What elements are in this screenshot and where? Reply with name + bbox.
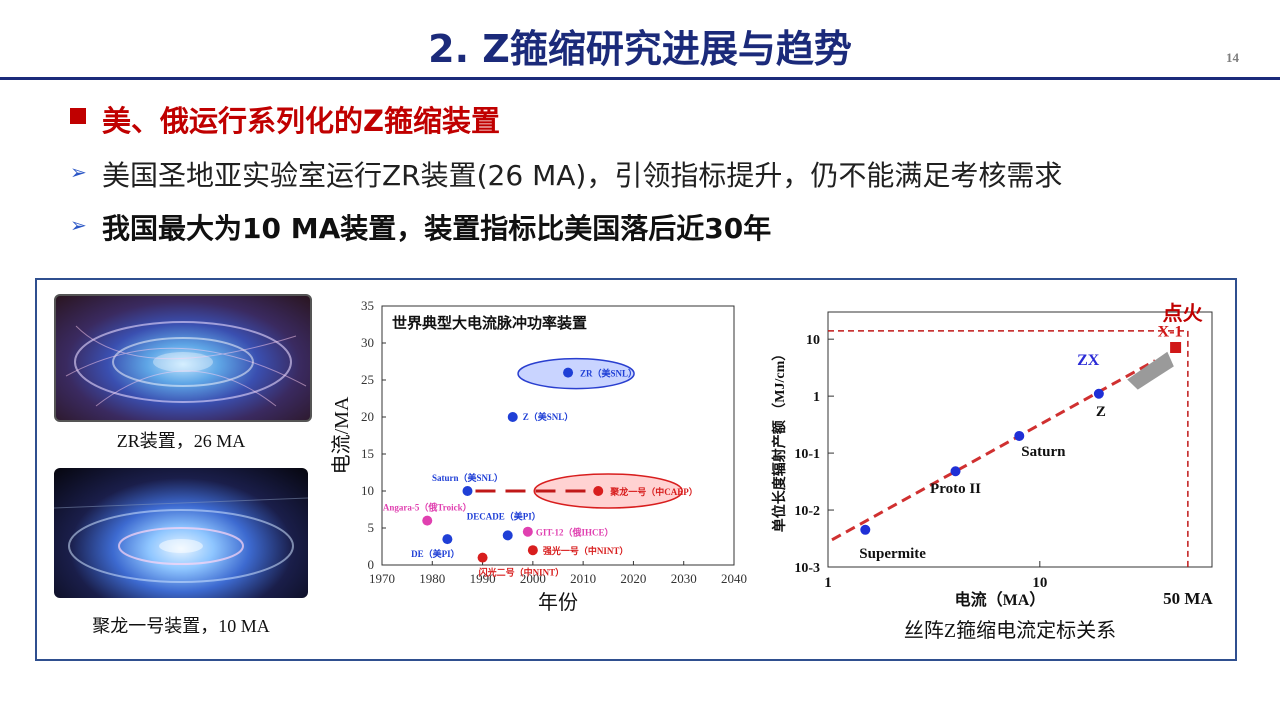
data-point (442, 534, 453, 545)
y-tick-label: 5 (368, 520, 375, 535)
x-axis-label: 电流（MA） (955, 590, 1046, 609)
square-bullet-icon (70, 108, 86, 124)
y-tick-label: 10 (806, 333, 820, 348)
data-point (593, 486, 604, 496)
y-axis-label: 单位长度辐射产额 （MJ/cm） (771, 347, 788, 532)
data-point (527, 545, 538, 556)
y-tick-label: 20 (361, 409, 374, 424)
data-label: Proto II (930, 481, 981, 497)
data-label: Saturn（美SNL） (432, 472, 503, 483)
data-point (477, 552, 488, 563)
scaling-law-chart: 1 10 10-3 10-2 10-1 1 10 Supermite Proto II Satur… (771, 302, 1213, 642)
data-label: GIT-12（俄IHCE） (536, 527, 614, 538)
julong-facility-illustration (54, 497, 308, 583)
y-tick-label: 25 (361, 372, 374, 387)
facility-current-chart: 1970 1980 1990 2000 2010 2020 2030 204005101520… (330, 298, 747, 614)
y-tick-label: 10-2 (794, 504, 820, 519)
data-point (860, 524, 871, 535)
y-tick-label: 1 (813, 390, 820, 405)
data-label: Saturn (1021, 444, 1066, 460)
data-label: Angara-5（俄Troick） (383, 502, 472, 513)
zx-range-band (1127, 351, 1174, 390)
y-tick-label: 10 (361, 483, 374, 498)
x-axis-label: 年份 (538, 591, 578, 614)
bullet-text-1: 美国圣地亚实验室运行ZR装置(26 MA)，引领指标提升，仍不能满足考核需求 (102, 159, 1063, 192)
data-label: Supermite (859, 546, 926, 562)
x1-label: X-1 (1158, 324, 1183, 341)
zr-facility-illustration (65, 321, 307, 407)
data-point (507, 412, 518, 422)
data-label: 强光一号（中NINT） (543, 545, 629, 556)
arrow-bullet-icon: ➢ (70, 160, 87, 184)
y-tick-label: 0 (368, 557, 375, 572)
data-point (563, 367, 574, 378)
x-tick-label: 2040 (721, 571, 747, 586)
x-tick-label: 1990 (470, 571, 496, 586)
data-label: ZR（美SNL） (580, 368, 637, 379)
x-tick-label: 2030 (671, 571, 697, 586)
data-point (1014, 430, 1025, 441)
photo-caption-julong: 聚龙一号装置，10 MA (92, 616, 270, 636)
ignition-label: 点火 (1163, 302, 1204, 325)
x-tick-label: 2010 (570, 571, 596, 586)
current-marker-label: 50 MA (1163, 589, 1213, 608)
chart-title: 丝阵Z箍缩电流定标关系 (904, 619, 1116, 642)
data-point (502, 530, 513, 541)
y-tick-label: 10-3 (794, 561, 820, 576)
x-tick-label: 1970 (369, 571, 395, 586)
data-point (950, 466, 961, 477)
data-point (422, 515, 433, 526)
title-underline (0, 77, 1280, 80)
x-tick-label: 2020 (620, 571, 646, 586)
x-tick-label: 1 (824, 575, 832, 591)
y-axis-label: 电流/MA (330, 396, 353, 474)
content-frame (35, 278, 1237, 661)
x-tick-label: 10 (1032, 575, 1047, 591)
y-tick-label: 10-1 (794, 447, 820, 462)
page-number: 14 (1226, 50, 1239, 65)
slide-title: 2. Z箍缩研究进展与趋势 (428, 27, 852, 71)
x1-marker (1170, 341, 1182, 353)
data-label: Z (1096, 404, 1106, 420)
zr-facility-photo (54, 294, 312, 422)
chart-title: 世界典型大电流脉冲功率装置 (392, 314, 587, 332)
data-point (1093, 388, 1104, 399)
x-tick-label: 2000 (520, 571, 546, 586)
y-tick-label: 30 (361, 335, 374, 350)
y-tick-label: 15 (361, 446, 374, 461)
data-label: 聚龙一号（中CAEP） (609, 486, 698, 497)
data-label: Z（美SNL） (523, 411, 574, 422)
highlight-ellipse-julong (533, 473, 683, 509)
highlight-ellipse-zr (517, 357, 635, 390)
arrow-bullet-icon: ➢ (70, 213, 87, 237)
data-point (522, 526, 533, 537)
julong-facility-photo (54, 468, 308, 598)
section-heading: 美、俄运行系列化的Z箍缩装置 (102, 104, 501, 138)
photo-caption-zr: ZR装置，26 MA (116, 431, 246, 451)
data-point (462, 486, 473, 496)
bullet-text-2: 我国最大为10 MA装置，装置指标比美国落后近30年 (102, 212, 772, 245)
y-tick-label: 35 (361, 298, 374, 313)
x-tick-label: 1980 (419, 571, 445, 586)
data-label: 闪光二号（中NINT） (479, 567, 565, 578)
data-label: DE（美PI） (411, 548, 460, 559)
plot-area (381, 305, 735, 566)
zx-label: ZX (1077, 352, 1100, 369)
data-label: DECADE（美PI） (467, 510, 541, 521)
